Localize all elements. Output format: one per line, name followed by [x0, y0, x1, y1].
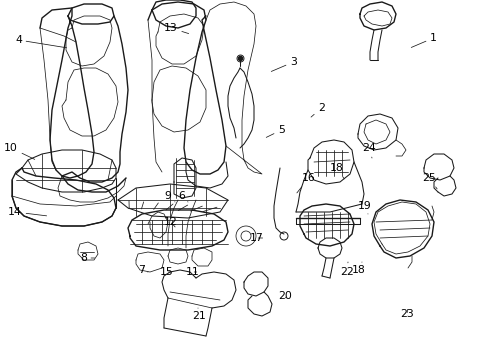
Text: 16: 16 — [296, 173, 315, 193]
Text: 13: 13 — [163, 23, 188, 33]
Text: 18: 18 — [351, 262, 365, 275]
Text: 15: 15 — [160, 267, 173, 277]
Text: 2: 2 — [310, 103, 324, 117]
Text: 9: 9 — [163, 191, 175, 202]
Text: 10: 10 — [4, 143, 35, 159]
Text: 4: 4 — [15, 35, 66, 48]
Text: 22: 22 — [339, 262, 353, 277]
Text: 19: 19 — [357, 201, 371, 214]
Text: 18: 18 — [329, 163, 344, 179]
Text: 6: 6 — [178, 191, 187, 202]
Text: 7: 7 — [138, 265, 148, 275]
Text: 8: 8 — [80, 253, 94, 263]
Text: 24: 24 — [361, 143, 375, 158]
Text: 21: 21 — [192, 308, 205, 321]
Text: 25: 25 — [421, 173, 436, 189]
Text: 3: 3 — [271, 57, 296, 71]
Text: 11: 11 — [185, 267, 199, 277]
Text: 5: 5 — [265, 125, 285, 138]
Text: 17: 17 — [249, 233, 263, 243]
Text: 12: 12 — [163, 217, 177, 227]
Text: 1: 1 — [410, 33, 436, 48]
Text: 20: 20 — [278, 291, 291, 301]
Text: 23: 23 — [399, 309, 413, 319]
Text: 14: 14 — [8, 207, 46, 217]
